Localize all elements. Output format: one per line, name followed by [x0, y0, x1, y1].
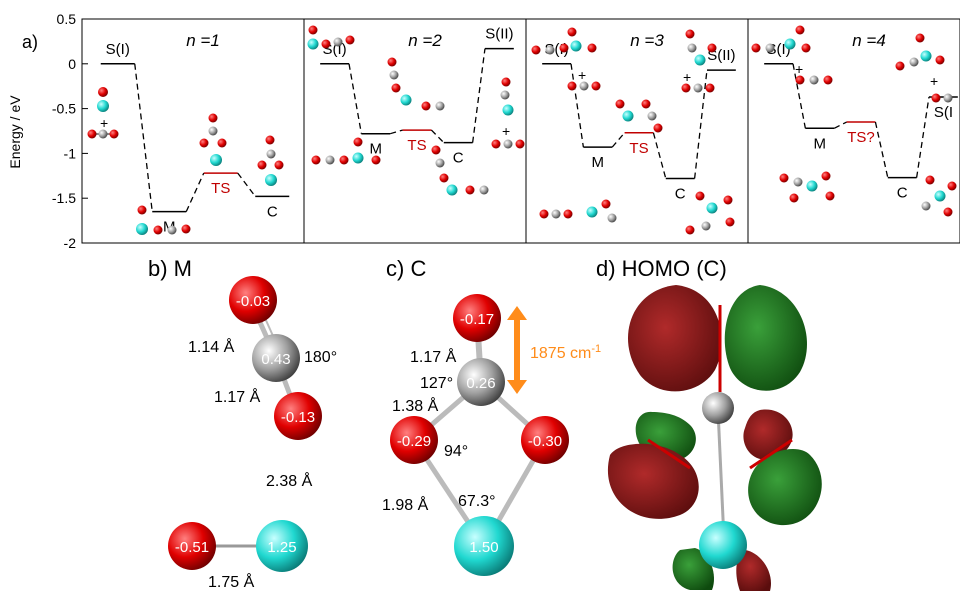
- energy-level-label: S(I: [934, 104, 953, 121]
- connector-dashed: [693, 69, 708, 179]
- svg-text:+: +: [502, 123, 510, 139]
- subpanel-title: n =1: [186, 31, 220, 50]
- energy-level-label: TS?: [847, 129, 875, 146]
- atom-c: 0.26: [457, 358, 505, 406]
- atom-sc: 1.50: [454, 516, 514, 576]
- panel-d-label: d) HOMO (C): [596, 256, 727, 281]
- connector-dashed: [185, 172, 205, 212]
- energy-level-label: C: [453, 150, 464, 167]
- svg-text:0.43: 0.43: [261, 351, 290, 368]
- svg-text:-0.29: -0.29: [397, 433, 431, 450]
- panel-b: b) M -0.03 0.43 -0.13 -0.51 1.25 1.14 Å …: [148, 256, 337, 591]
- panel-b-label: b) M: [148, 256, 192, 281]
- subpanel-title: n =4: [852, 31, 886, 50]
- connector-dashed: [611, 132, 626, 148]
- svg-text:0.26: 0.26: [466, 375, 495, 392]
- energy-level-label: M: [592, 154, 605, 171]
- angle: 94°: [444, 443, 468, 460]
- atom-o-top: -0.03: [229, 276, 277, 324]
- subpanel-title: n =3: [630, 31, 664, 50]
- atom-o-top: -0.17: [453, 294, 501, 342]
- energy-level-label: TS: [629, 140, 648, 157]
- bond-length: 1.17 Å: [214, 387, 261, 406]
- y-axis-label: Energy / eV: [7, 95, 23, 169]
- connector-dashed: [237, 172, 256, 197]
- svg-text:+: +: [100, 115, 108, 131]
- y-tick-label: -2: [64, 235, 77, 251]
- svg-text:-0.51: -0.51: [175, 539, 209, 556]
- connector-dashed: [471, 48, 486, 143]
- connector-dashed: [652, 132, 667, 179]
- panel-c: c) C -0.17 0.26 -0.29 -0.30 1.50 1875 cm…: [382, 256, 601, 576]
- y-tick-label: 0.5: [57, 11, 77, 27]
- svg-text:+: +: [683, 69, 691, 85]
- molecule-sketches: + + + + +: [87, 25, 957, 235]
- connector-dashed: [390, 129, 403, 135]
- panel-d: d) HOMO (C): [596, 256, 822, 591]
- svg-text:+: +: [578, 67, 586, 83]
- svg-text:1.50: 1.50: [469, 539, 498, 556]
- connector-dashed: [570, 63, 585, 148]
- svg-text:-0.30: -0.30: [528, 433, 562, 450]
- bond-length: 1.17 Å: [410, 347, 457, 366]
- atom-o-left: -0.29: [390, 416, 438, 464]
- homo-orbital: [607, 285, 822, 591]
- connector-dashed: [874, 121, 889, 178]
- energy-level-label: S(I): [106, 41, 130, 58]
- svg-text:-0.03: -0.03: [236, 293, 270, 310]
- atom-o-bottom: -0.13: [274, 392, 322, 440]
- svg-text:+: +: [930, 73, 938, 89]
- panel-a: a) Energy / eV 0.5 0 -0.5 -1 -1.5 -2 S(I) M TS C…: [7, 11, 960, 251]
- energy-level-label: S(II): [485, 26, 513, 43]
- atom-sc: 1.25: [256, 520, 308, 572]
- frequency-label: 1875 cm-1: [530, 343, 601, 362]
- connector-dashed: [430, 129, 445, 144]
- bond-length: 1.14 Å: [188, 337, 235, 356]
- svg-text:1.25: 1.25: [267, 539, 296, 556]
- connector-dashed: [348, 63, 363, 134]
- energy-levels: S(I)MTSCS(I)MTSCS(II)S(I)MTSCS(II)S(I)MT…: [100, 26, 958, 236]
- svg-text:-0.17: -0.17: [460, 311, 494, 328]
- atom-o-lower: -0.51: [168, 522, 216, 570]
- atom-c: 0.43: [252, 334, 300, 382]
- subpanel-title: n =2: [408, 31, 442, 50]
- svg-text:-0.13: -0.13: [281, 409, 315, 426]
- panel-a-label: a): [22, 32, 38, 52]
- bond-length: 1.98 Å: [382, 495, 429, 514]
- energy-level-label: M: [370, 141, 383, 158]
- svg-text:+: +: [795, 61, 803, 77]
- connector-dashed: [134, 63, 153, 212]
- energy-level-label: TS: [407, 137, 426, 154]
- connector-dashed: [833, 121, 847, 129]
- y-tick-label: -0.5: [52, 101, 76, 117]
- energy-level-label: C: [675, 185, 686, 202]
- y-tick-label: -1.5: [52, 190, 76, 206]
- energy-level-label: C: [267, 203, 278, 220]
- atom-o-right: -0.30: [521, 416, 569, 464]
- y-tick-label: 0: [68, 56, 76, 72]
- angle: 127°: [420, 375, 453, 392]
- connector-dashed: [915, 96, 930, 178]
- energy-level-label: TS: [211, 180, 230, 197]
- vibration-arrow-icon: [507, 306, 527, 394]
- y-tick-label: -1: [64, 145, 77, 161]
- energy-level-label: M: [814, 135, 827, 152]
- angle: 67.3°: [458, 493, 496, 510]
- panel-c-label: c) C: [386, 256, 426, 281]
- plot-frame: [81, 18, 960, 244]
- angle: 180°: [304, 349, 337, 366]
- bond-length: 1.38 Å: [392, 396, 439, 415]
- distance: 2.38 Å: [266, 471, 313, 490]
- y-ticks: 0.5 0 -0.5 -1 -1.5 -2: [52, 11, 88, 251]
- subpanel-titles: n =1 n =2 n =3 n =4: [186, 31, 886, 50]
- bond-length: 1.75 Å: [208, 572, 255, 591]
- energy-level-label: C: [897, 185, 908, 202]
- connector-dashed: [792, 63, 807, 129]
